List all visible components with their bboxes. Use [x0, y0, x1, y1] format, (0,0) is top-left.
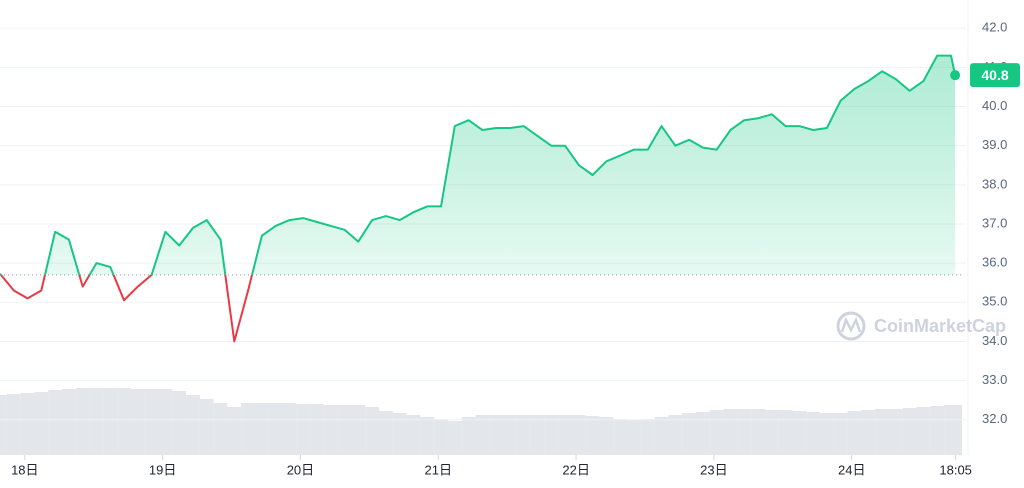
watermark-logo-mark [840, 316, 862, 333]
volume-bar [558, 415, 572, 455]
volume-bar [613, 419, 628, 455]
volume-bar [117, 388, 131, 455]
price-line-up [0, 54, 957, 275]
volume-bar [530, 415, 545, 455]
volume-bar [516, 415, 531, 455]
volume-bar [792, 411, 807, 455]
volume-bar [144, 389, 159, 455]
volume-bar [875, 409, 889, 455]
volume-bar [392, 413, 407, 455]
x-tick-label: 21日 [425, 462, 452, 477]
volume-bar [654, 417, 669, 455]
volume-bar [75, 388, 90, 455]
volume-bar [627, 420, 641, 455]
volume-bar [668, 415, 683, 455]
volume-bar [323, 405, 338, 455]
volume-bar [682, 413, 697, 455]
volume-bar [806, 412, 821, 455]
y-tick-label: 42.0 [982, 20, 1007, 35]
price-area [0, 55, 956, 275]
volume-bar [130, 389, 145, 455]
volume-bar [241, 403, 255, 455]
volume-bar [861, 410, 876, 455]
volume-bar [461, 417, 476, 455]
volume-bar [544, 415, 559, 455]
x-tick-label: 18:05 [939, 462, 972, 477]
y-tick-label: 37.0 [982, 215, 1007, 230]
volume-bar [158, 389, 173, 455]
y-tick-label: 39.0 [982, 137, 1007, 152]
volume-bar [930, 406, 945, 455]
last-point [950, 70, 961, 81]
x-tick-label: 18日 [11, 462, 38, 477]
volume-bar [888, 409, 903, 455]
watermark: CoinMarketCap [836, 311, 1006, 341]
volume-bar [709, 410, 724, 455]
volume-bar [89, 388, 104, 455]
x-tick-label: 22日 [562, 462, 589, 477]
volume-bar [62, 389, 76, 455]
volume-bar [723, 409, 738, 455]
x-tick-label: 20日 [287, 462, 314, 477]
volume-bar [695, 412, 710, 455]
volume-bar [337, 405, 352, 455]
volume-bar [282, 403, 297, 455]
volume-bar [571, 415, 586, 455]
volume-bar [310, 404, 324, 455]
volume-bar [916, 407, 931, 455]
volume-bar [948, 405, 963, 455]
x-tick-label: 24日 [838, 462, 865, 477]
volume-bar [503, 415, 517, 455]
volume-bar [778, 410, 793, 455]
volume-bar [103, 388, 118, 455]
volume-bar [847, 411, 862, 455]
volume-bar [186, 395, 200, 455]
volume-bar [434, 419, 448, 455]
last-price-tag [970, 63, 1020, 88]
volume-bar [254, 403, 269, 455]
volume-bar [48, 390, 63, 455]
volume-bar [585, 416, 600, 455]
y-tick-label: 36.0 [982, 255, 1007, 270]
x-tick-label: 23日 [700, 462, 727, 477]
volume-bar [737, 409, 752, 455]
volume-bar [199, 399, 214, 455]
volume-bar [296, 404, 311, 455]
volume-bar [365, 407, 380, 455]
volume-bar [447, 421, 462, 455]
volume-bar [489, 415, 504, 455]
volume-bar [213, 403, 228, 455]
volume-bar [379, 411, 393, 455]
volume-bar [420, 417, 435, 455]
volume-bar [406, 415, 421, 455]
volume-bar [475, 415, 490, 455]
y-tick-label: 33.0 [982, 372, 1007, 387]
volume-bar [833, 413, 848, 455]
y-tick-label: 32.0 [982, 411, 1007, 426]
volume-bar [751, 409, 765, 455]
volume-bar [20, 393, 35, 455]
volume-bar [0, 395, 7, 455]
volume-bar [351, 405, 366, 455]
watermark-text: CoinMarketCap [874, 316, 1006, 336]
volume-bar [227, 407, 242, 455]
volume-bar [902, 408, 917, 455]
volume-bar [640, 419, 655, 455]
y-tick-label: 38.0 [982, 176, 1007, 191]
volume-bar [820, 413, 834, 455]
last-price-label: 40.8 [981, 67, 1008, 83]
volume-bar [268, 403, 283, 455]
y-tick-label: 40.0 [982, 98, 1007, 113]
x-tick-label: 19日 [149, 462, 176, 477]
y-tick-label: 34.0 [982, 333, 1007, 348]
volume-bar [6, 394, 21, 455]
volume-bar [34, 392, 49, 455]
y-tick-label: 35.0 [982, 294, 1007, 309]
volume-bar [172, 391, 187, 455]
volume-bar [599, 417, 614, 455]
watermark-logo [836, 311, 866, 341]
volume-bar [764, 410, 779, 455]
